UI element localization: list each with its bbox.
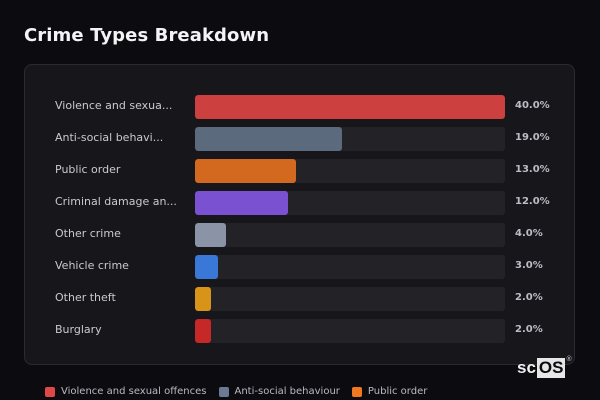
bar-fill bbox=[195, 255, 219, 279]
chart-card: Violence and sexua... 40.0% Anti-social be… bbox=[24, 64, 575, 365]
bar-value: 3.0% bbox=[515, 260, 543, 271]
bar-label: Public order bbox=[55, 163, 121, 176]
bar-label: Other crime bbox=[55, 227, 121, 240]
bar-label: Violence and sexua... bbox=[55, 99, 173, 112]
scos-logo: sc OS ® bbox=[517, 356, 572, 378]
bar-value: 13.0% bbox=[515, 164, 550, 175]
logo-prefix: sc bbox=[517, 358, 536, 377]
bar-fill bbox=[195, 191, 288, 215]
bar-track bbox=[195, 159, 505, 183]
bar-fill bbox=[195, 159, 296, 183]
logo-highlight: OS bbox=[536, 358, 566, 378]
bar-value: 2.0% bbox=[515, 292, 543, 303]
bar-row: Criminal damage an... 12.0% bbox=[25, 191, 574, 215]
legend-swatch-icon bbox=[351, 386, 362, 397]
bar-row: Vehicle crime 3.0% bbox=[25, 255, 574, 279]
bar-label: Vehicle crime bbox=[55, 259, 129, 272]
legend-label: Violence and sexual offences bbox=[61, 386, 207, 397]
bar-value: 40.0% bbox=[515, 100, 550, 111]
bar-fill bbox=[195, 127, 343, 151]
bar-row: Burglary 2.0% bbox=[25, 319, 574, 343]
bar-row: Other crime 4.0% bbox=[25, 223, 574, 247]
bar-fill bbox=[195, 223, 226, 247]
bar-track bbox=[195, 191, 505, 215]
legend-label: Public order bbox=[367, 386, 428, 397]
bar-value: 4.0% bbox=[515, 228, 543, 239]
bar-fill bbox=[195, 287, 211, 311]
bar-label: Other theft bbox=[55, 291, 116, 304]
bar-label: Anti-social behavi... bbox=[55, 131, 164, 144]
legend-item[interactable]: Anti-social behaviour bbox=[218, 386, 340, 397]
bar-track bbox=[195, 255, 505, 279]
bar-value: 19.0% bbox=[515, 132, 550, 143]
bar-label: Criminal damage an... bbox=[55, 195, 177, 208]
bar-track bbox=[195, 95, 505, 119]
registered-mark: ® bbox=[566, 356, 572, 363]
bar-track bbox=[195, 127, 505, 151]
legend-label: Anti-social behaviour bbox=[234, 386, 340, 397]
bar-label: Burglary bbox=[55, 323, 102, 336]
bar-row: Other theft 2.0% bbox=[25, 287, 574, 311]
legend-item[interactable]: Violence and sexual offences bbox=[45, 386, 207, 397]
bar-row: Anti-social behavi... 19.0% bbox=[25, 127, 574, 151]
legend-swatch-icon bbox=[45, 386, 55, 397]
bar-value: 2.0% bbox=[515, 324, 543, 335]
bar-row: Public order 13.0% bbox=[25, 159, 574, 183]
bar-track bbox=[195, 287, 505, 311]
legend-swatch-icon bbox=[218, 386, 229, 397]
bar-track bbox=[195, 319, 505, 343]
legend-item[interactable]: Public order bbox=[351, 386, 428, 397]
bar-value: 12.0% bbox=[515, 196, 550, 207]
chart-legend: Violence and sexual offences Anti-social … bbox=[45, 386, 427, 397]
bar-fill bbox=[195, 319, 211, 343]
bar-fill bbox=[195, 95, 505, 119]
bar-row: Violence and sexua... 40.0% bbox=[25, 95, 574, 119]
page-title: Crime Types Breakdown bbox=[24, 25, 270, 46]
bar-track bbox=[195, 223, 505, 247]
